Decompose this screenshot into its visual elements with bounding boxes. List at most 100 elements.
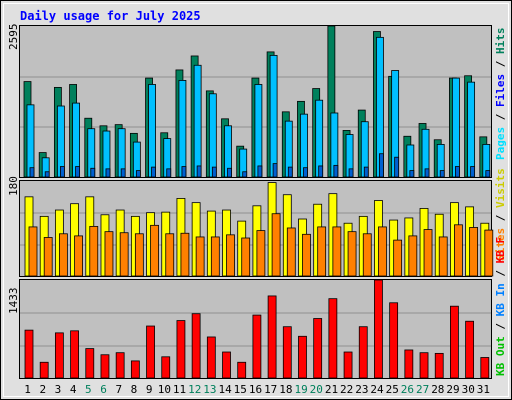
day-label: 1: [24, 383, 31, 396]
bar-kbytes-day-25: [389, 302, 399, 379]
panel-hits-bars: [23, 25, 491, 178]
bar-kbytes-day-24: [374, 279, 383, 379]
bar-files-day-20: [315, 99, 324, 178]
panel-visits-ymax-label: 180: [7, 176, 20, 196]
bar-sites-day-4: [74, 235, 83, 277]
bar-kbytes-day-16: [252, 314, 262, 379]
bar-files-day-30: [467, 81, 476, 178]
bar-kbytes-day-29: [450, 305, 459, 379]
bar-sites-day-18: [286, 227, 296, 277]
day-label: 22: [340, 383, 353, 396]
legend-separator: /: [494, 316, 507, 336]
bar-sites-day-21: [332, 226, 342, 277]
bar-pages-day-25: [394, 156, 400, 178]
bar-sites-day-3: [58, 233, 68, 277]
bar-sites-day-8: [134, 233, 144, 277]
x-axis-day-labels: 1 2 3 4 5 6 7 8 9 10 11 12 13 14 15 16 17 18 19 20 21 22 23 24 2…: [24, 383, 490, 396]
day-label: 11: [173, 383, 186, 396]
day-label: 8: [131, 383, 138, 396]
bar-kbytes-day-1: [24, 329, 34, 379]
bar-pages-day-24: [379, 153, 384, 178]
bar-pages-day-20: [318, 165, 324, 178]
legend-entry: Pages: [494, 127, 507, 160]
day-label: 4: [70, 383, 77, 396]
bar-pages-day-2: [44, 171, 50, 178]
bar-kbytes-day-4: [70, 330, 79, 379]
bar-pages-day-12: [196, 165, 202, 178]
bar-kbytes-day-8: [130, 360, 140, 379]
bar-pages-day-26: [409, 170, 415, 178]
bar-kbytes-day-12: [191, 313, 201, 379]
day-label: 16: [249, 383, 262, 396]
panel-hits-ymax-label: 2595: [7, 24, 20, 51]
day-label: 24: [370, 383, 384, 396]
bar-pages-day-6: [105, 168, 111, 178]
panel-kbytes-ymax-label: 1433: [7, 288, 20, 315]
bar-files-day-13: [208, 93, 217, 178]
bar-sites-day-22: [347, 231, 357, 277]
bar-kbytes-day-17: [267, 295, 277, 379]
day-label: 5: [85, 383, 92, 396]
bar-sites-day-13: [210, 236, 220, 277]
legend-entry: Sites: [494, 228, 507, 261]
bar-kbytes-day-10: [161, 356, 171, 379]
bar-files-day-17: [269, 54, 278, 178]
legend-entry: KB Out: [494, 336, 507, 376]
bar-files-day-16: [254, 84, 263, 178]
legend-entry: Hits: [494, 28, 507, 55]
bar-kbytes-day-20: [313, 318, 323, 379]
bar-pages-day-5: [90, 167, 96, 178]
panel-hits-legend: Pages / Files / Hits: [494, 28, 507, 161]
bar-kbytes-day-28: [434, 352, 444, 379]
bar-pages-day-17: [272, 163, 278, 178]
bar-sites-day-9: [150, 224, 159, 277]
bar-pages-day-28: [439, 170, 445, 178]
day-label: 10: [158, 383, 171, 396]
panel-visits-sites: 180 Sites / Visits: [7, 168, 507, 277]
day-label: 9: [146, 383, 153, 396]
bar-files-day-11: [178, 80, 187, 178]
bar-kbytes-day-14: [222, 351, 231, 379]
panel-kbytes-legend: KB Out / KB In / KB F: [494, 237, 507, 376]
chart-inner-frame: [3, 3, 509, 397]
bar-sites-day-5: [89, 225, 99, 277]
bar-sites-day-25: [393, 239, 403, 277]
bar-pages-day-30: [470, 166, 476, 178]
bar-kbytes-day-23: [358, 326, 368, 379]
day-label: 31: [477, 383, 490, 396]
day-label: 28: [431, 383, 444, 396]
bar-pages-day-13: [211, 166, 217, 178]
day-label: 29: [446, 383, 459, 396]
day-label: 23: [355, 383, 368, 396]
bar-kbytes-day-3: [54, 332, 64, 379]
bar-files-day-4: [72, 102, 80, 178]
bar-sites-day-7: [119, 232, 129, 277]
bar-pages-day-19: [303, 167, 308, 178]
day-label: 2: [39, 383, 46, 396]
panel-kbytes-bars: [24, 279, 490, 379]
bar-pages-day-7: [120, 168, 126, 178]
bar-pages-day-10: [166, 168, 172, 178]
bar-kbytes-day-27: [419, 352, 429, 379]
bar-sites-day-17: [271, 213, 281, 277]
bar-sites-day-10: [165, 233, 175, 277]
bar-pages-day-3: [59, 166, 65, 178]
day-label: 26: [401, 383, 414, 396]
bar-kbytes-day-26: [404, 349, 414, 379]
bar-kbytes-day-30: [465, 320, 475, 379]
day-label: 21: [325, 383, 338, 396]
day-label: 14: [218, 383, 232, 396]
panel-visits-legend: Sites / Visits: [494, 168, 507, 261]
bar-pages-day-31: [485, 170, 491, 178]
legend-entry: Visits: [494, 168, 507, 208]
day-label: 19: [294, 383, 307, 396]
day-label: 17: [264, 383, 277, 396]
bar-sites-day-1: [28, 226, 38, 277]
bar-sites-day-2: [43, 237, 53, 277]
bar-pages-day-27: [424, 168, 430, 178]
bar-kbytes-day-11: [176, 320, 186, 379]
bar-kbytes-day-5: [85, 348, 95, 379]
bar-pages-day-23: [363, 166, 369, 178]
bar-files-day-1: [26, 104, 35, 178]
